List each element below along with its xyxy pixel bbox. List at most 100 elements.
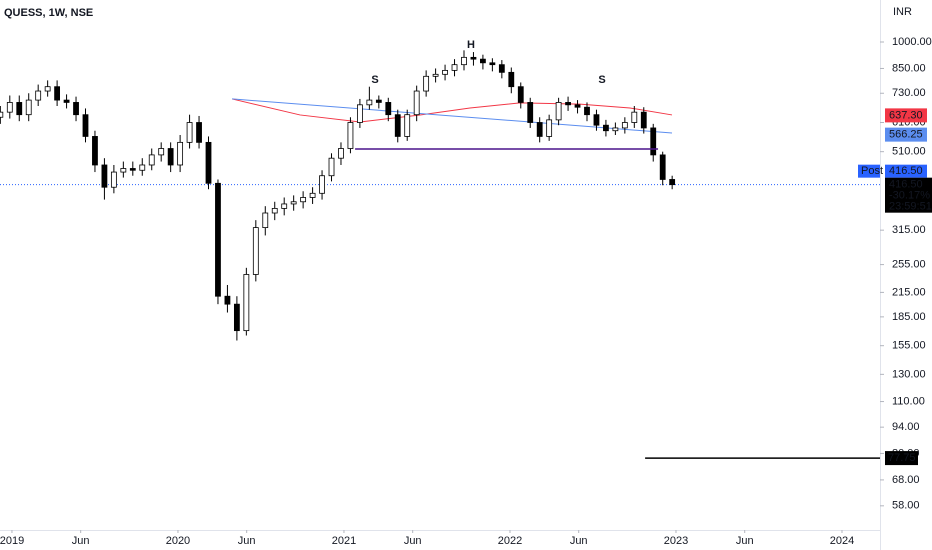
- pattern-label: S: [598, 74, 605, 86]
- candle-body: [158, 148, 165, 156]
- last-change: -30.17%: [889, 190, 930, 202]
- price-tag-label: 566.25: [889, 129, 923, 141]
- candle-body: [555, 102, 562, 121]
- last-price-box: [885, 177, 932, 213]
- price-tag: [885, 451, 918, 466]
- candle-body: [243, 274, 250, 332]
- session-label: Post: [861, 165, 883, 177]
- countdown: 23:59:51: [889, 201, 932, 213]
- candle-body: [44, 86, 51, 92]
- y-tick-label: 730.00: [892, 87, 926, 99]
- candle-body: [120, 168, 127, 173]
- x-tick-label: 2020: [166, 535, 190, 547]
- candle-body: [82, 114, 89, 137]
- x-tick-label: 2021: [332, 535, 356, 547]
- price-tag: [885, 108, 927, 123]
- candle-body: [375, 99, 382, 103]
- candle-body: [167, 148, 174, 166]
- candle-body: [612, 127, 619, 132]
- candle-body: [508, 71, 515, 88]
- y-tick-label: 94.00: [892, 421, 920, 433]
- price-tag: [885, 127, 927, 142]
- price-tag-label: 416.50: [889, 165, 923, 177]
- candle-body: [54, 86, 61, 101]
- y-tick-label: 850.00: [892, 62, 926, 74]
- candle-body: [536, 122, 543, 137]
- candle-body: [517, 86, 524, 103]
- price-tag-label: 77.75: [888, 452, 916, 464]
- x-tick-label: Jun: [570, 535, 588, 547]
- candle-body: [584, 106, 590, 116]
- candle-body: [659, 154, 666, 180]
- candle-body: [366, 99, 373, 106]
- chart-title: QUESS, 1W, NSE: [4, 7, 93, 19]
- candle-body: [603, 124, 609, 132]
- candle-body: [631, 111, 638, 123]
- candle-body: [16, 102, 23, 116]
- candle-body: [442, 69, 448, 75]
- candle-body: [35, 90, 42, 101]
- candle-body: [177, 141, 184, 166]
- y-tick-label: 215.00: [892, 286, 926, 298]
- candle-body: [432, 73, 439, 77]
- candle-body: [527, 102, 534, 123]
- x-tick-label: 2023: [664, 535, 688, 547]
- candle-body: [0, 111, 4, 118]
- candle-body: [110, 171, 117, 188]
- pattern-label: H: [467, 39, 475, 51]
- x-tick-label: 2019: [0, 535, 24, 547]
- candle-body: [101, 164, 108, 188]
- candle-body: [73, 102, 79, 116]
- y-tick-label: 58.00: [892, 500, 920, 512]
- candle-body: [215, 182, 221, 297]
- y-tick-label: 110.00: [892, 395, 925, 407]
- candle-body: [205, 141, 212, 184]
- x-tick-label: Jun: [238, 535, 256, 547]
- candle-body: [489, 62, 496, 66]
- session-tag: [858, 164, 880, 178]
- currency: INR: [893, 6, 912, 18]
- candle-body: [650, 127, 657, 156]
- x-tick-label: Jun: [404, 535, 422, 547]
- candle-body: [252, 227, 259, 275]
- candle-body: [574, 104, 581, 108]
- candle-body: [498, 64, 505, 73]
- last-price: 416.50: [889, 179, 923, 191]
- candle-body: [461, 56, 467, 66]
- candle-body: [139, 164, 146, 171]
- y-tick-label: 155.00: [892, 340, 926, 352]
- candle-body: [480, 58, 486, 64]
- candle-body: [565, 102, 571, 106]
- x-tick-label: 2022: [498, 535, 522, 547]
- candle-body: [300, 197, 307, 203]
- candle-body: [357, 104, 363, 123]
- candle-body: [224, 295, 231, 305]
- candle-body: [385, 102, 392, 116]
- candle-body: [186, 122, 193, 143]
- candle-body: [621, 122, 628, 129]
- candle-body: [281, 203, 288, 209]
- candle-body: [413, 90, 420, 116]
- y-tick-label: 185.00: [892, 311, 926, 323]
- x-tick-label: Jun: [736, 535, 754, 547]
- y-tick-label: 130.00: [892, 368, 926, 380]
- price-tag: [885, 164, 927, 178]
- candle-body: [451, 64, 458, 71]
- candle-body: [63, 99, 70, 103]
- candle-body: [25, 99, 32, 116]
- moving-average: [231, 98, 673, 123]
- price-tag-label: 637.30: [889, 109, 923, 121]
- y-tick-label: 315.00: [892, 224, 926, 236]
- candle-body: [129, 168, 136, 171]
- candle-body: [669, 179, 676, 186]
- y-tick-label: 510.00: [892, 146, 926, 158]
- candle-body: [328, 157, 335, 177]
- candle-body: [233, 303, 240, 332]
- candle-body: [338, 148, 344, 159]
- candle-body: [470, 56, 477, 60]
- candle-body: [196, 122, 202, 143]
- y-tick-label: 1000.00: [892, 36, 932, 48]
- candle-body: [546, 119, 553, 137]
